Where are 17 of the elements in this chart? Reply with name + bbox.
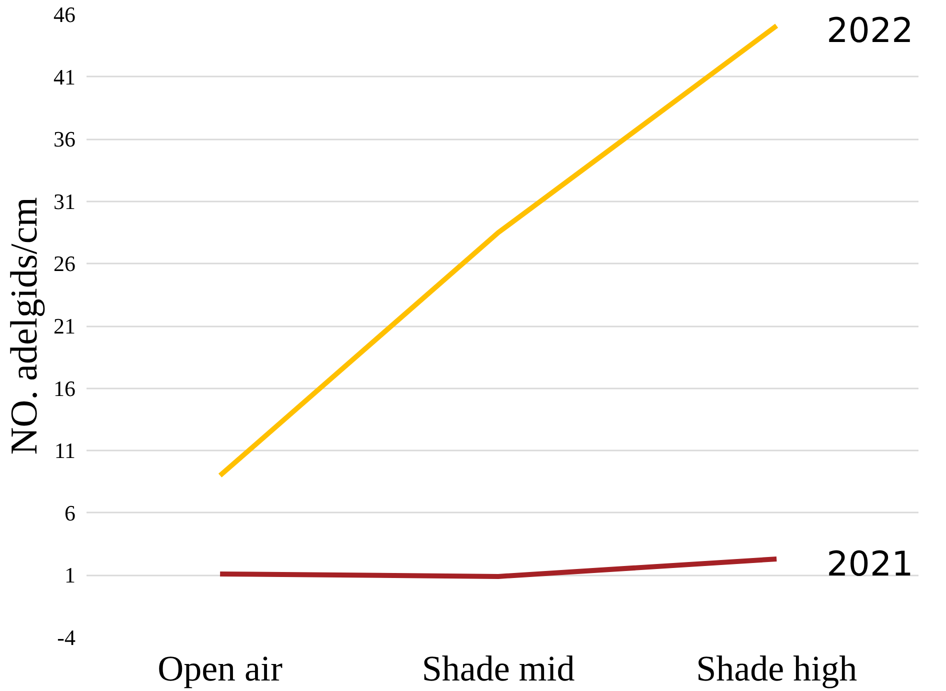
y-tick-label: -4 xyxy=(57,625,76,650)
x-tick-label: Shade high xyxy=(696,648,858,688)
y-tick-label: 36 xyxy=(54,126,76,152)
y-tick-label: 1 xyxy=(64,562,76,588)
y-axis-title: NO. adelgids/cm xyxy=(4,197,46,455)
y-tick-label: 31 xyxy=(54,188,76,214)
y-tick-label: 41 xyxy=(54,64,76,90)
y-tick-label: 46 xyxy=(54,2,76,27)
series-label: 2021 xyxy=(826,544,914,584)
x-tick-label: Shade mid xyxy=(422,648,575,688)
y-tick-label: 21 xyxy=(54,314,76,338)
y-tick-label: 16 xyxy=(54,376,76,401)
y-tick-label: 11 xyxy=(54,438,76,464)
y-tick-label: 26 xyxy=(54,251,76,276)
x-tick-label: Open air xyxy=(158,648,283,688)
series-label: 2022 xyxy=(826,11,914,52)
y-tick-label: 6 xyxy=(64,500,76,526)
